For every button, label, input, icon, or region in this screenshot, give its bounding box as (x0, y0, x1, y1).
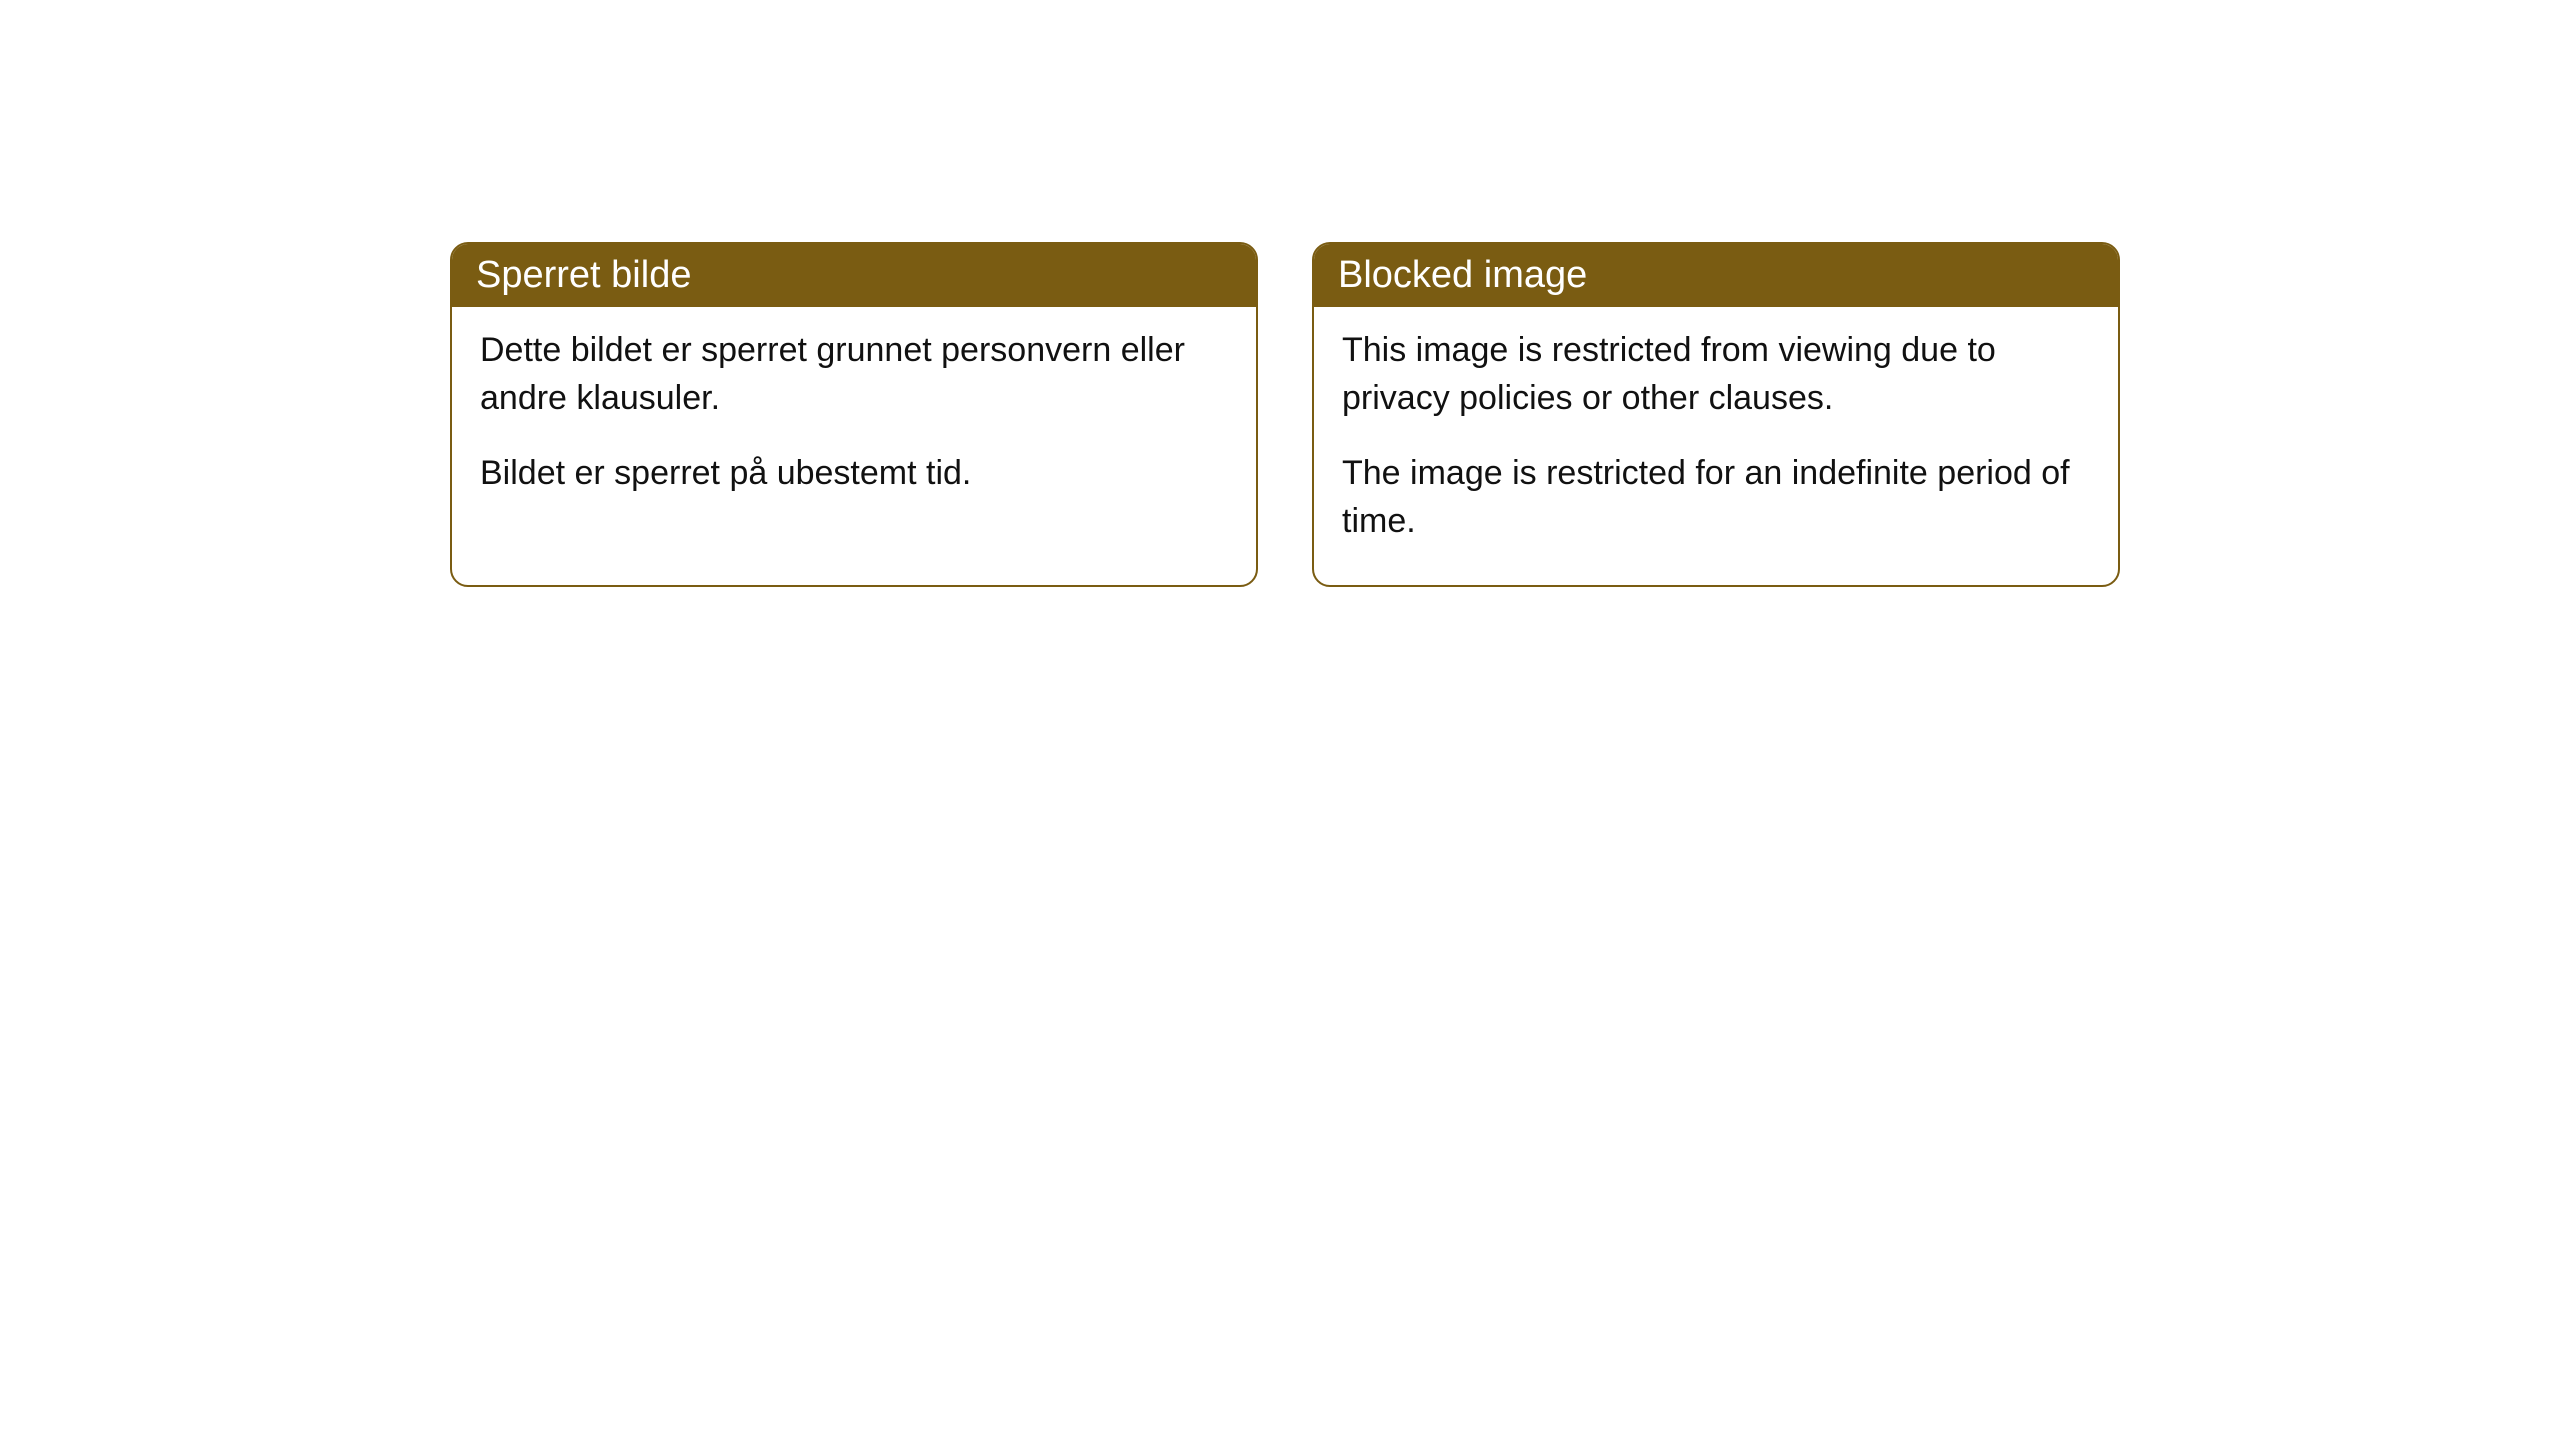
card-header: Blocked image (1314, 244, 2118, 307)
card-title: Sperret bilde (476, 254, 691, 296)
card-paragraph: Bildet er sperret på ubestemt tid. (480, 450, 1228, 498)
notice-card-english: Blocked image This image is restricted f… (1312, 242, 2120, 587)
card-body: Dette bildet er sperret grunnet personve… (452, 307, 1256, 538)
card-paragraph: This image is restricted from viewing du… (1342, 327, 2090, 422)
notice-cards-container: Sperret bilde Dette bildet er sperret gr… (450, 242, 2120, 587)
card-header: Sperret bilde (452, 244, 1256, 307)
card-paragraph: The image is restricted for an indefinit… (1342, 450, 2090, 545)
card-body: This image is restricted from viewing du… (1314, 307, 2118, 585)
card-paragraph: Dette bildet er sperret grunnet personve… (480, 327, 1228, 422)
card-title: Blocked image (1338, 254, 1587, 296)
notice-card-norwegian: Sperret bilde Dette bildet er sperret gr… (450, 242, 1258, 587)
